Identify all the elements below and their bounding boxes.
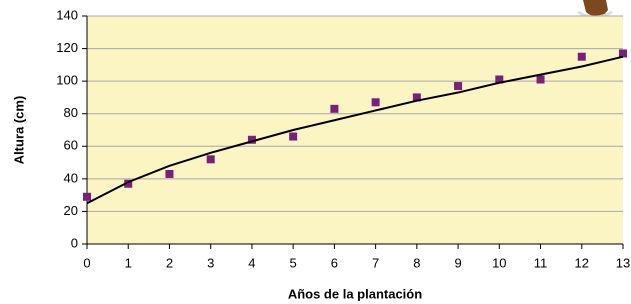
x-tick-label: 8 bbox=[413, 255, 420, 270]
x-tick-label: 9 bbox=[454, 255, 461, 270]
data-point bbox=[578, 53, 586, 61]
x-tick-label: 0 bbox=[83, 255, 90, 270]
x-tick-label: 7 bbox=[372, 255, 379, 270]
x-tick-label: 1 bbox=[125, 255, 132, 270]
data-point bbox=[289, 133, 297, 141]
x-tick-label: 4 bbox=[248, 255, 255, 270]
chart: Años de la plantación Altura (cm) 020406… bbox=[0, 0, 631, 304]
data-point bbox=[619, 49, 627, 57]
data-point bbox=[537, 76, 545, 84]
plot-area bbox=[87, 16, 623, 244]
data-point bbox=[454, 82, 462, 90]
y-tick-label: 20 bbox=[64, 203, 78, 218]
x-tick-label: 12 bbox=[575, 255, 589, 270]
x-tick-label: 2 bbox=[166, 255, 173, 270]
x-axis-title: Años de la plantación bbox=[288, 286, 422, 301]
y-tick-label: 80 bbox=[64, 105, 78, 120]
x-tick-label: 11 bbox=[534, 255, 548, 270]
x-tick-label: 5 bbox=[290, 255, 297, 270]
data-point bbox=[372, 98, 380, 106]
y-tick-label: 40 bbox=[64, 170, 78, 185]
y-axis-title: Altura (cm) bbox=[11, 96, 26, 165]
x-tick-label: 3 bbox=[207, 255, 214, 270]
data-point bbox=[330, 105, 338, 113]
data-point bbox=[165, 170, 173, 178]
y-tick-label: 0 bbox=[71, 235, 78, 250]
y-tick-label: 100 bbox=[56, 73, 78, 88]
y-tick-label: 60 bbox=[64, 138, 78, 153]
x-tick-label: 13 bbox=[616, 255, 630, 270]
y-tick-label: 120 bbox=[56, 40, 78, 55]
data-point bbox=[207, 155, 215, 163]
y-tick-label: 140 bbox=[56, 7, 78, 22]
x-tick-label: 10 bbox=[492, 255, 506, 270]
x-tick-label: 6 bbox=[331, 255, 338, 270]
data-point bbox=[83, 193, 91, 201]
